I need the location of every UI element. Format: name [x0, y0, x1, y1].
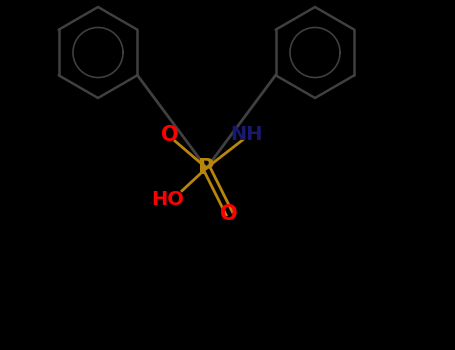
Text: P: P — [198, 158, 215, 178]
Text: NH: NH — [231, 125, 263, 144]
Text: O: O — [161, 125, 178, 145]
Text: O: O — [220, 203, 238, 224]
Text: HO: HO — [152, 190, 184, 209]
